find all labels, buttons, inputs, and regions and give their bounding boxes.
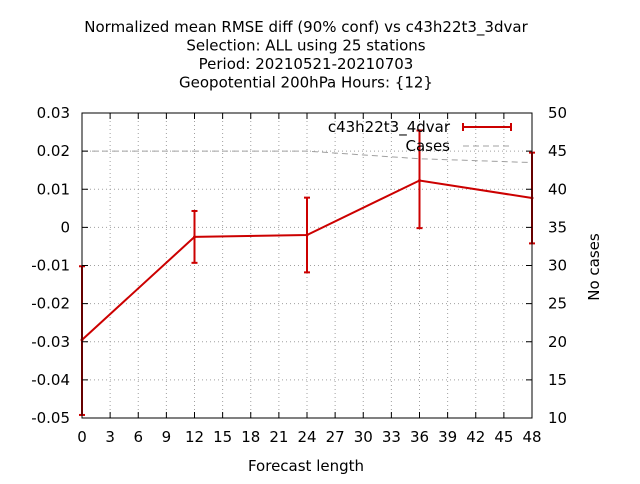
x-tick-label: 30 [354, 428, 373, 446]
x-tick-label: 18 [241, 428, 260, 446]
data-point [418, 178, 421, 182]
title-line-3: Geopotential 200hPa Hours: {12} [179, 74, 433, 92]
y2-tick-label: 50 [548, 104, 567, 122]
legend-label: c43h22t3_4dvar [328, 118, 451, 137]
x-tick-label: 15 [213, 428, 232, 446]
y2-tick-label: 15 [548, 371, 567, 389]
title-line-1: Selection: ALL using 25 stations [186, 37, 425, 55]
x-tick-label: 39 [438, 428, 457, 446]
y2-axis-label: No cases [585, 233, 603, 301]
data-point [305, 233, 309, 237]
x-tick-label: 21 [269, 428, 288, 446]
x-tick-label: 24 [297, 428, 316, 446]
x-tick-label: 6 [133, 428, 143, 446]
y2-tick-label: 40 [548, 180, 567, 198]
y-tick-label: -0.01 [31, 257, 70, 275]
title-line-0: Normalized mean RMSE diff (90% conf) vs … [84, 18, 528, 37]
x-tick-label: 45 [494, 428, 513, 446]
y-tick-label: -0.03 [31, 333, 70, 351]
y-tick-label: -0.02 [31, 295, 70, 313]
y-tick-label: -0.04 [31, 371, 70, 389]
x-tick-label: 0 [77, 428, 87, 446]
x-tick-label: 48 [522, 428, 541, 446]
y2-axis: 50 45 40 35 30 25 20 15 10 [526, 104, 567, 427]
x-tick-label: 33 [382, 428, 401, 446]
x-tick-label: 12 [185, 428, 204, 446]
y2-tick-label: 30 [548, 257, 567, 275]
x-tick-label: 3 [105, 428, 115, 446]
y2-tick-label: 20 [548, 333, 567, 351]
y-tick-label: -0.05 [31, 409, 70, 427]
x-axis-label: Forecast length [248, 457, 364, 475]
x-axis: 0 3 6 9 12 15 18 21 24 27 30 33 36 39 42 45 48 [77, 113, 542, 446]
chart-title: Normalized mean RMSE diff (90% conf) vs … [84, 18, 528, 92]
y-tick-label: 0.03 [37, 104, 70, 122]
cases-line [82, 150, 533, 164]
y-tick-label: 0.01 [37, 180, 70, 198]
x-tick-label: 36 [410, 428, 429, 446]
data-point [193, 235, 196, 239]
cases-series [82, 150, 533, 164]
y-axis: 0.03 0.02 0.01 0 -0.01 -0.02 -0.03 -0.04 -0.05 [31, 104, 88, 427]
y-tick-label: 0.02 [37, 142, 70, 160]
y2-tick-label: 35 [548, 218, 567, 236]
title-line-2: Period: 20210521-20210703 [199, 55, 414, 73]
y2-tick-label: 45 [548, 142, 567, 160]
y-tick-label: 0 [60, 218, 70, 236]
x-tick-label: 9 [162, 428, 172, 446]
x-tick-label: 27 [326, 428, 345, 446]
y2-tick-label: 25 [548, 295, 567, 313]
y2-tick-label: 10 [548, 409, 567, 427]
x-tick-label: 42 [466, 428, 485, 446]
legend-label: Cases [405, 137, 450, 155]
